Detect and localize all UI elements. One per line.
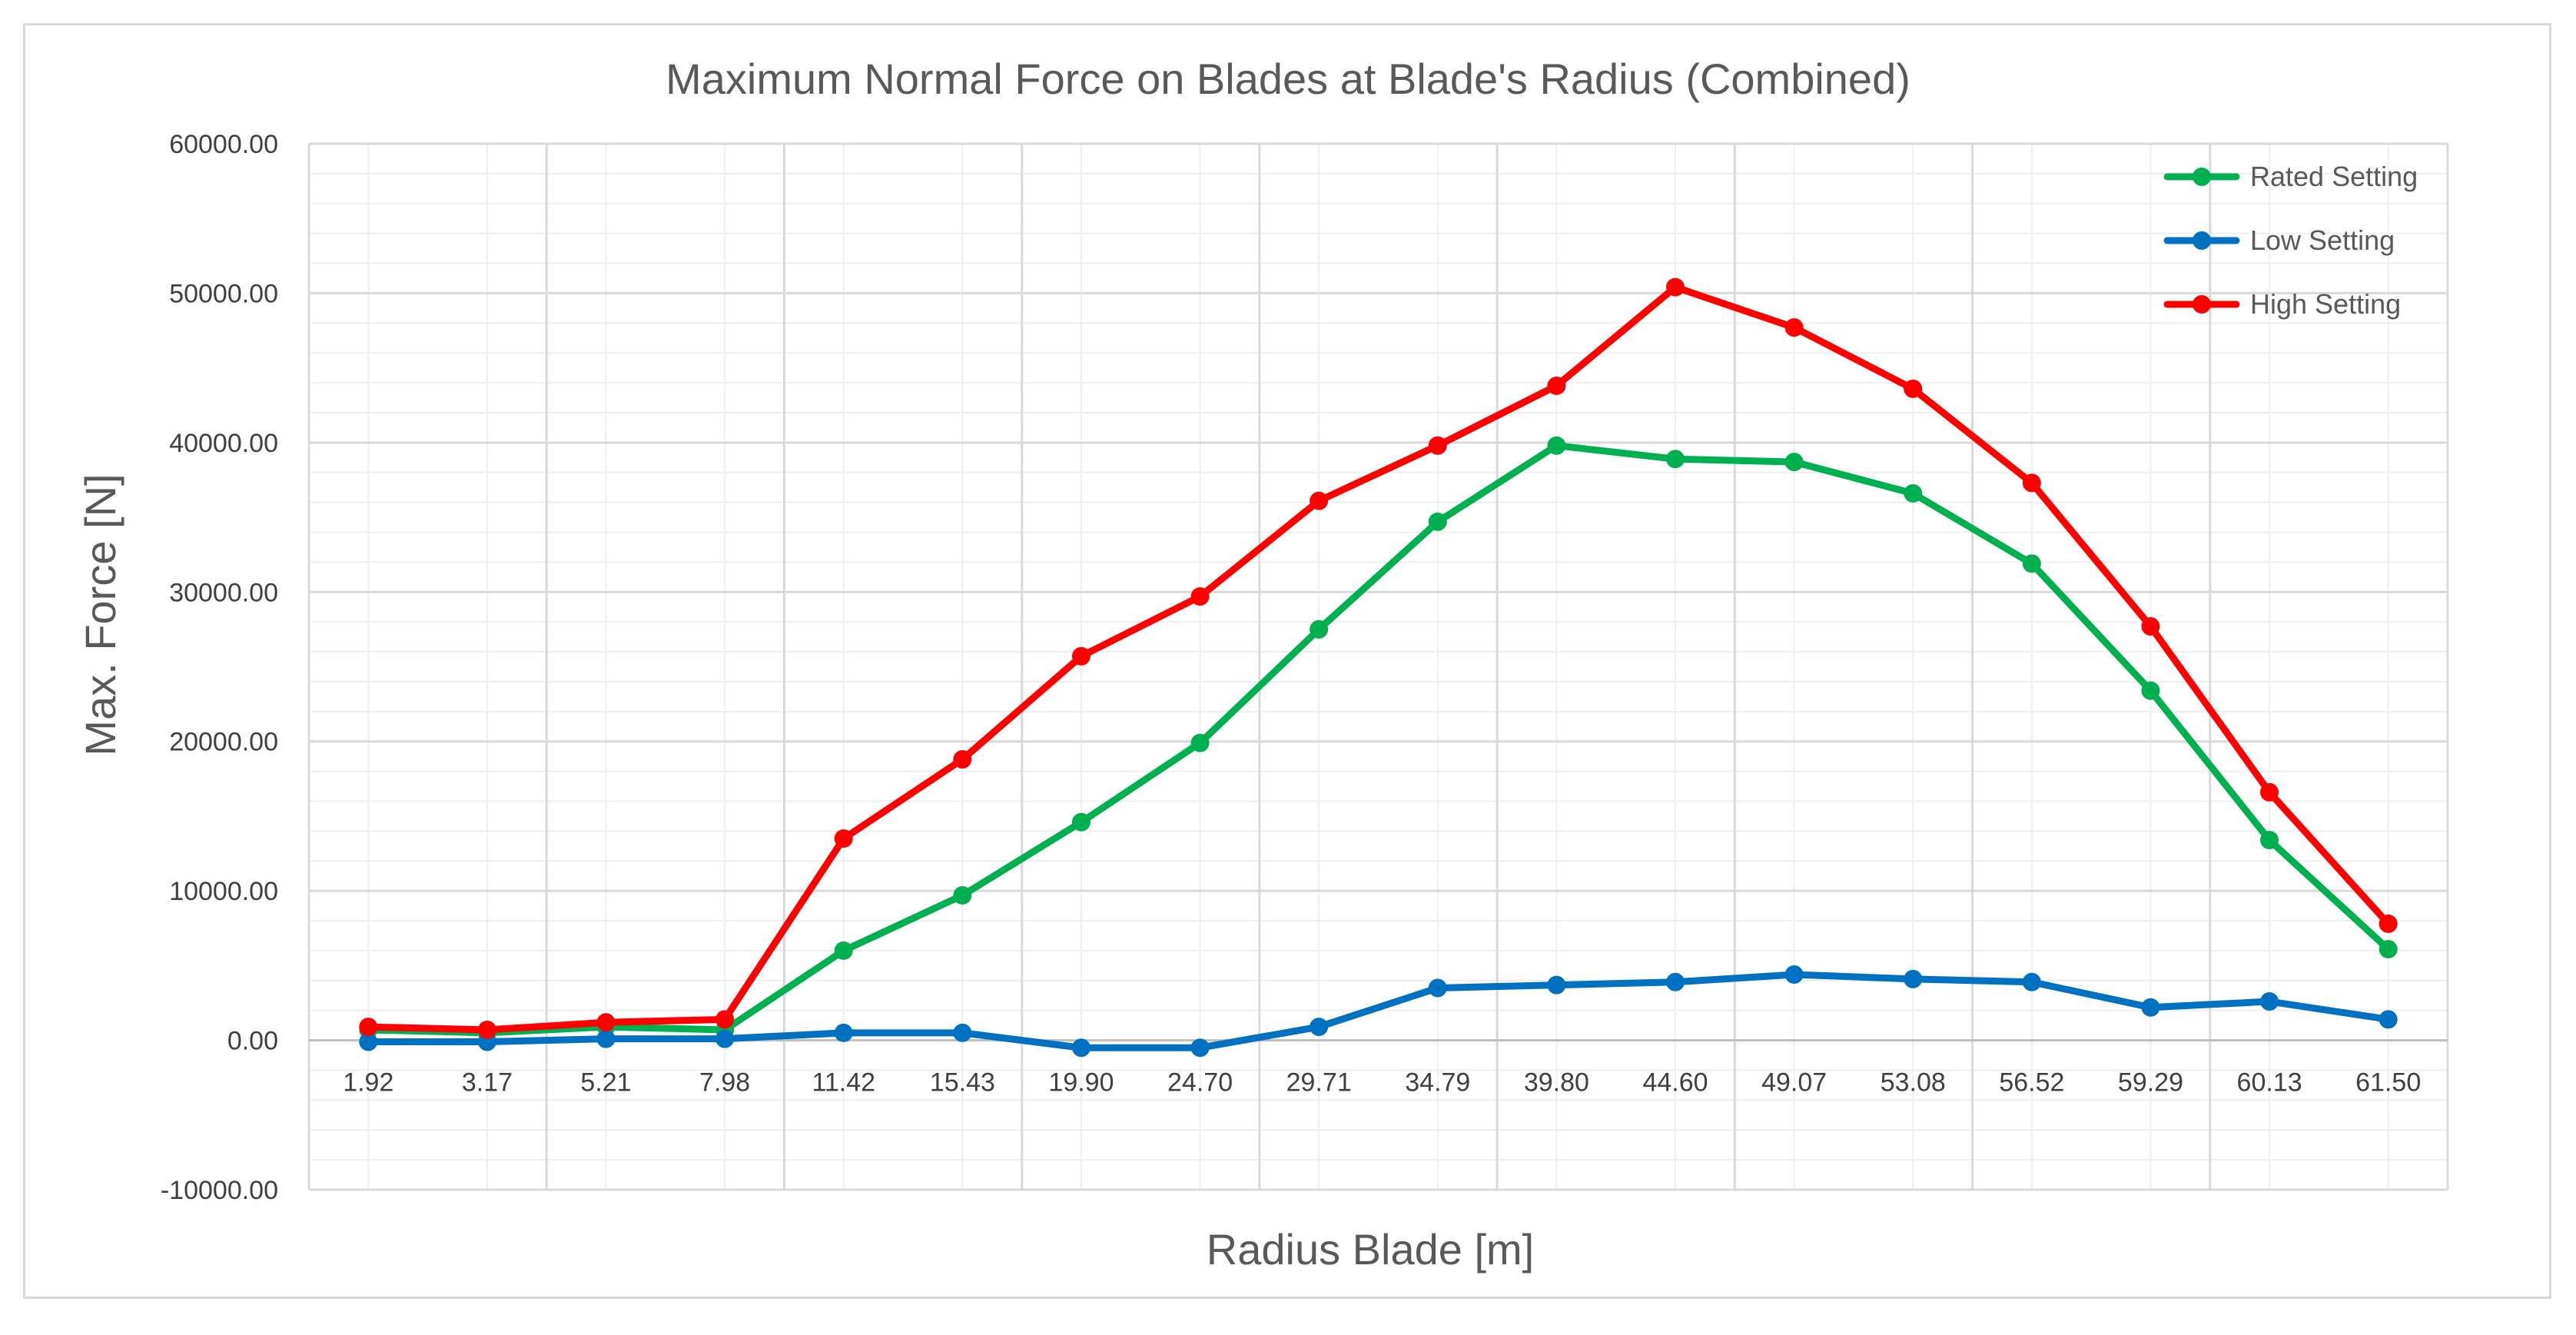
data-point-high-setting	[953, 750, 972, 769]
legend: Rated Setting Low Setting High Setting	[2163, 161, 2418, 320]
data-point-rated-setting	[1666, 450, 1685, 469]
data-point-low-setting	[1547, 975, 1566, 995]
x-axis-title: Radius Blade [m]	[1207, 1225, 1534, 1274]
data-point-rated-setting	[1904, 483, 1923, 503]
x-tick-label: 24.70	[1167, 1068, 1233, 1098]
data-point-low-setting	[715, 1029, 735, 1048]
x-tick-label: 34.79	[1405, 1068, 1470, 1098]
data-point-high-setting	[834, 829, 853, 848]
x-tick-label: 1.92	[343, 1068, 393, 1098]
data-point-high-setting	[359, 1018, 378, 1037]
series-line-high-setting	[364, 284, 2392, 1034]
legend-label: Rated Setting	[2250, 161, 2418, 192]
y-tick-label: 20000.00	[169, 728, 278, 757]
data-point-high-setting	[2022, 473, 2041, 493]
data-point-low-setting	[1190, 1038, 1210, 1058]
data-point-high-setting	[2141, 617, 2160, 636]
data-point-rated-setting	[2260, 831, 2279, 850]
x-tick-label: 15.43	[930, 1068, 995, 1098]
data-point-high-setting	[715, 1010, 735, 1029]
data-point-rated-setting	[1428, 512, 1447, 531]
data-point-low-setting	[1071, 1038, 1090, 1058]
data-point-low-setting	[359, 1032, 378, 1051]
y-tick-label: 40000.00	[169, 429, 278, 458]
y-tick-label: 0.00	[227, 1027, 278, 1056]
x-tick-label: 60.13	[2237, 1068, 2302, 1098]
data-point-low-setting	[1784, 965, 1804, 985]
data-point-rated-setting	[1190, 733, 1210, 752]
legend-item-high-setting: High Setting	[2163, 288, 2401, 320]
series-line-low-setting	[364, 971, 2392, 1051]
data-point-high-setting	[1428, 436, 1447, 455]
legend-item-low-setting: Low Setting	[2163, 224, 2395, 256]
chart-title: Maximum Normal Force on Blades at Blade'…	[666, 55, 1910, 103]
data-point-rated-setting	[2378, 939, 2398, 958]
data-point-low-setting	[596, 1029, 616, 1048]
data-point-high-setting	[1190, 587, 1210, 606]
x-tick-label: 11.42	[812, 1068, 875, 1098]
x-tick-label: 56.52	[1999, 1068, 2064, 1098]
data-point-high-setting	[1310, 491, 1329, 510]
x-tick-label: 49.07	[1761, 1068, 1827, 1098]
data-point-rated-setting	[1071, 812, 1090, 832]
data-point-high-setting	[2378, 914, 2398, 933]
x-tick-label: 61.50	[2355, 1068, 2421, 1098]
grid	[307, 142, 2449, 1191]
x-tick-label: 7.98	[699, 1068, 750, 1098]
data-point-rated-setting	[1547, 436, 1566, 455]
data-point-low-setting	[2022, 972, 2041, 991]
data-point-rated-setting	[1784, 453, 1804, 472]
series-lines	[359, 277, 2398, 1058]
x-tick-label: 39.80	[1524, 1068, 1589, 1098]
x-tick-label: 53.08	[1881, 1068, 1946, 1098]
x-tick-label: 3.17	[462, 1068, 513, 1098]
y-tick-label: 30000.00	[169, 578, 278, 607]
x-tick-label: 59.29	[2118, 1068, 2183, 1098]
data-point-rated-setting	[1310, 619, 1329, 639]
y-tick-label: 50000.00	[169, 279, 278, 308]
data-point-low-setting	[2141, 998, 2160, 1017]
y-tick-label: 60000.00	[169, 130, 278, 159]
legend-swatch-marker	[2193, 295, 2211, 314]
x-tick-label: 19.90	[1048, 1068, 1114, 1098]
series-high-setting	[359, 277, 2398, 1039]
series-line-rated-setting	[364, 442, 2392, 1037]
data-point-rated-setting	[834, 941, 853, 960]
y-tick-label: -10000.00	[161, 1176, 278, 1205]
x-tick-label: 29.71	[1286, 1068, 1352, 1098]
data-point-high-setting	[2260, 782, 2279, 802]
data-point-low-setting	[834, 1023, 853, 1042]
data-point-low-setting	[1310, 1018, 1329, 1037]
data-point-high-setting	[1904, 379, 1923, 398]
data-point-high-setting	[1784, 318, 1804, 337]
data-point-rated-setting	[2022, 554, 2041, 573]
data-point-low-setting	[1904, 969, 1923, 988]
data-point-high-setting	[1547, 376, 1566, 395]
data-point-low-setting	[953, 1023, 972, 1042]
data-point-low-setting	[2378, 1010, 2398, 1029]
y-axis-ticks: -10000.00 0.00 10000.00 20000.00 30000.00 400…	[161, 130, 278, 1205]
legend-swatch-marker	[2193, 231, 2211, 250]
data-point-rated-setting	[953, 885, 972, 905]
series-low-setting	[359, 965, 2398, 1058]
data-point-rated-setting	[2141, 681, 2160, 700]
x-axis-ticks: 1.92 3.17 5.21 7.98 11.42 15.43 19.90 24.70 29.7…	[343, 1068, 2421, 1098]
y-tick-label: 10000.00	[169, 877, 278, 906]
data-point-high-setting	[1666, 277, 1685, 297]
legend-label: High Setting	[2250, 288, 2401, 320]
legend-swatch-marker	[2193, 168, 2211, 186]
data-point-high-setting	[1071, 646, 1090, 666]
data-point-high-setting	[596, 1013, 616, 1032]
legend-item-rated-setting: Rated Setting	[2163, 161, 2418, 192]
x-tick-label: 44.60	[1642, 1068, 1708, 1098]
data-point-low-setting	[1428, 978, 1447, 998]
x-tick-label: 5.21	[580, 1068, 631, 1098]
legend-label: Low Setting	[2250, 224, 2395, 256]
data-point-high-setting	[477, 1020, 496, 1039]
y-axis-title: Max. Force [N]	[76, 473, 124, 756]
data-point-low-setting	[2260, 992, 2279, 1011]
data-point-low-setting	[1666, 972, 1685, 991]
